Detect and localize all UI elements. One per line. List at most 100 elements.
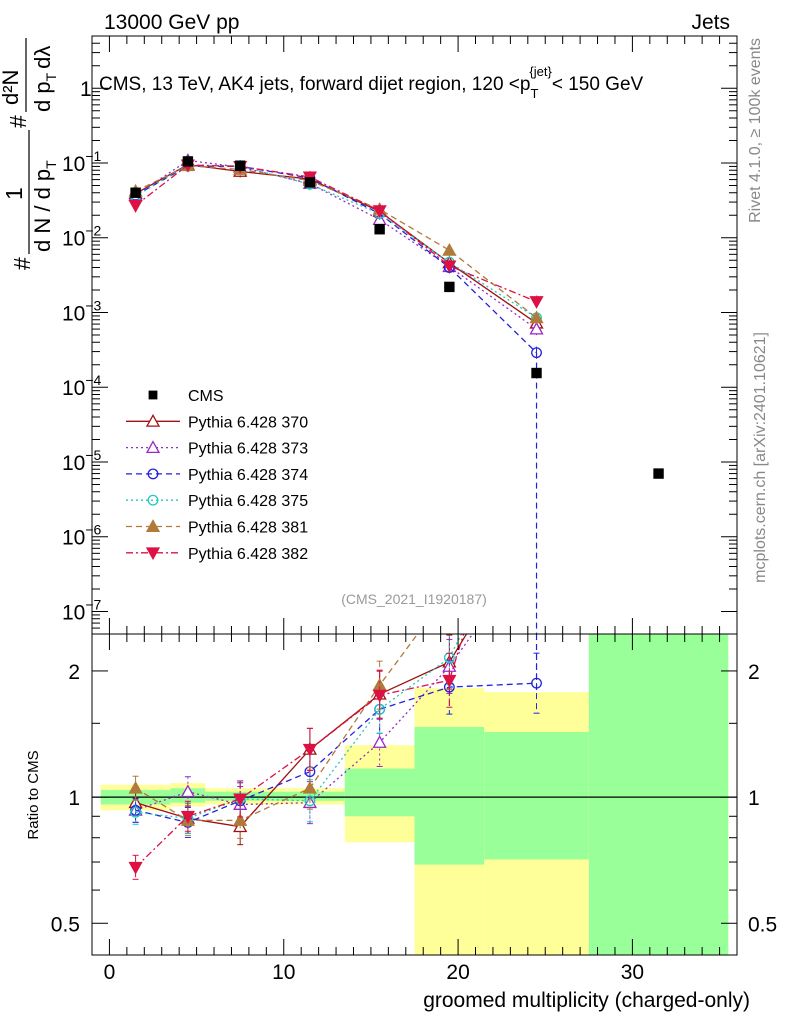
legend-label: Pythia 6.428 370 xyxy=(188,414,308,431)
series-marker xyxy=(529,296,544,309)
mc-series-375 xyxy=(130,159,542,324)
ratio-y-tick-label-right: 1 xyxy=(748,787,760,810)
y-tick-label: 10−3 xyxy=(62,297,102,325)
cms-data-point xyxy=(130,187,141,198)
uncertainty-band-stat xyxy=(484,731,589,860)
legend-marker xyxy=(145,413,161,427)
y-tick-label: 10−2 xyxy=(62,223,102,251)
ratio-y-tick-label: 2 xyxy=(68,661,80,684)
uncertainty-band-stat xyxy=(344,768,415,817)
legend-entry: Pythia 6.428 373 xyxy=(126,440,308,458)
main-y-label: # 1 d N / d pT # d²N d pTdλ xyxy=(0,38,59,270)
ratio-marker xyxy=(128,861,143,875)
legend-entry: Pythia 6.428 370 xyxy=(126,413,308,431)
legend-marker xyxy=(145,440,161,454)
mc-series-381 xyxy=(128,158,544,324)
x-tick-label: 30 xyxy=(621,961,644,984)
legend-label: Pythia 6.428 374 xyxy=(188,467,308,484)
legend-marker xyxy=(145,519,161,532)
cms-data-point xyxy=(653,468,664,479)
ratio-y-tick-label-right: 0.5 xyxy=(748,913,777,936)
y-tick-label: 1 xyxy=(80,78,92,101)
ratio-panel: 0.5 0.5 1 1 2 2 0 10 20 30 xyxy=(51,36,777,984)
series-line xyxy=(135,165,537,354)
series-line xyxy=(135,165,537,319)
y-tick-label: 10−1 xyxy=(62,148,102,176)
legend-entry: CMS xyxy=(148,388,224,405)
mc-series-373 xyxy=(128,153,544,336)
series-line xyxy=(135,163,537,324)
uncertainty-band-stat xyxy=(414,726,485,865)
legend-label: Pythia 6.428 375 xyxy=(188,493,308,510)
main-panel: 1 10−1 10−2 10−3 10−4 10−5 10−6 10−7 (CMS_2021_… xyxy=(62,35,738,955)
ratio-y-tick-label: 0.5 xyxy=(51,913,80,936)
legend-entry: Pythia 6.428 382 xyxy=(126,546,308,563)
rivet-label: Rivet 4.1.0, ≥ 100k events xyxy=(747,38,764,223)
ratio-marker xyxy=(531,677,542,689)
cms-data-point xyxy=(444,281,455,293)
ratio-series-group xyxy=(128,634,542,880)
legend: CMS Pythia 6.428 370 Pythia 6.428 373 Pythi… xyxy=(126,388,308,563)
series-marker xyxy=(372,205,387,219)
ratio-marker xyxy=(304,795,316,807)
ratio-y-tick-label-right: 2 xyxy=(748,661,760,684)
cms-data-point xyxy=(531,367,542,379)
y-tick-label: 10−7 xyxy=(62,596,102,624)
legend-entry: Pythia 6.428 381 xyxy=(126,519,308,537)
cms-data-point xyxy=(304,177,316,188)
main-panel-frame xyxy=(91,35,738,635)
y-tick-label: 10−5 xyxy=(62,447,102,475)
x-axis: 0 10 20 30 xyxy=(91,36,738,984)
ratio-marker xyxy=(302,780,318,794)
cms-data-point xyxy=(374,224,385,235)
ratio-marker xyxy=(180,784,195,798)
legend-marker xyxy=(145,547,161,561)
ratio-marker xyxy=(233,813,248,826)
legend-label: CMS xyxy=(188,388,224,405)
cms-data-point xyxy=(182,156,194,167)
ratio-y-label: Ratio to CMS xyxy=(25,750,42,839)
cms-data-point xyxy=(234,160,246,171)
series-marker xyxy=(529,310,544,324)
y-label-one: 1 xyxy=(1,187,27,200)
legend-entry: Pythia 6.428 375 xyxy=(126,493,308,510)
mc-series-370 xyxy=(128,157,544,330)
x-axis-label: groomed multiplicity (charged-only) xyxy=(423,989,750,1012)
legend-marker xyxy=(147,468,159,480)
ratio-y-tick-label: 1 xyxy=(68,787,80,810)
legend-marker xyxy=(147,494,159,506)
ratio-marker xyxy=(130,806,142,818)
ratio-marker xyxy=(180,810,195,824)
series-marker xyxy=(442,260,457,274)
series-marker xyxy=(442,242,457,256)
ratio-marker xyxy=(442,674,457,688)
header-left: 13000 GeV pp xyxy=(104,11,239,34)
x-tick-label: 10 xyxy=(272,961,295,984)
ratio-marker xyxy=(372,689,387,703)
analysis-watermark: (CMS_2021_I1920187) xyxy=(341,591,487,607)
y-tick-label: 10−4 xyxy=(62,372,102,400)
mc-series-374 xyxy=(130,160,542,359)
legend-entry: Pythia 6.428 374 xyxy=(126,467,308,484)
ratio-marker xyxy=(302,743,318,757)
legend-label: Pythia 6.428 382 xyxy=(188,546,308,563)
ratio-marker xyxy=(233,793,248,807)
y-tick-label: 10−6 xyxy=(62,522,102,550)
legend-label: Pythia 6.428 381 xyxy=(188,520,308,537)
y-label-text: # xyxy=(9,257,35,270)
ratio-series-382 xyxy=(128,634,465,880)
ratio-y-axis: 0.5 0.5 1 1 2 2 xyxy=(51,661,777,936)
x-tick-label: 0 xyxy=(104,961,116,984)
ratio-marker xyxy=(128,780,143,794)
y-label-top-right: d²N xyxy=(0,70,23,105)
series-marker xyxy=(128,200,143,213)
legend-label: Pythia 6.428 373 xyxy=(188,441,308,458)
ratio-marker xyxy=(372,735,387,748)
uncertainty-band-stat xyxy=(588,634,729,955)
ratio-panel-frame xyxy=(91,633,738,956)
y-label-hash2: # xyxy=(5,115,31,128)
mcplots-label: mcplots.cern.ch [arXiv:2401.10621] xyxy=(752,332,769,583)
series-marker xyxy=(529,321,544,335)
main-y-axis: 1 10−1 10−2 10−3 10−4 10−5 10−6 10−7 xyxy=(62,42,737,635)
